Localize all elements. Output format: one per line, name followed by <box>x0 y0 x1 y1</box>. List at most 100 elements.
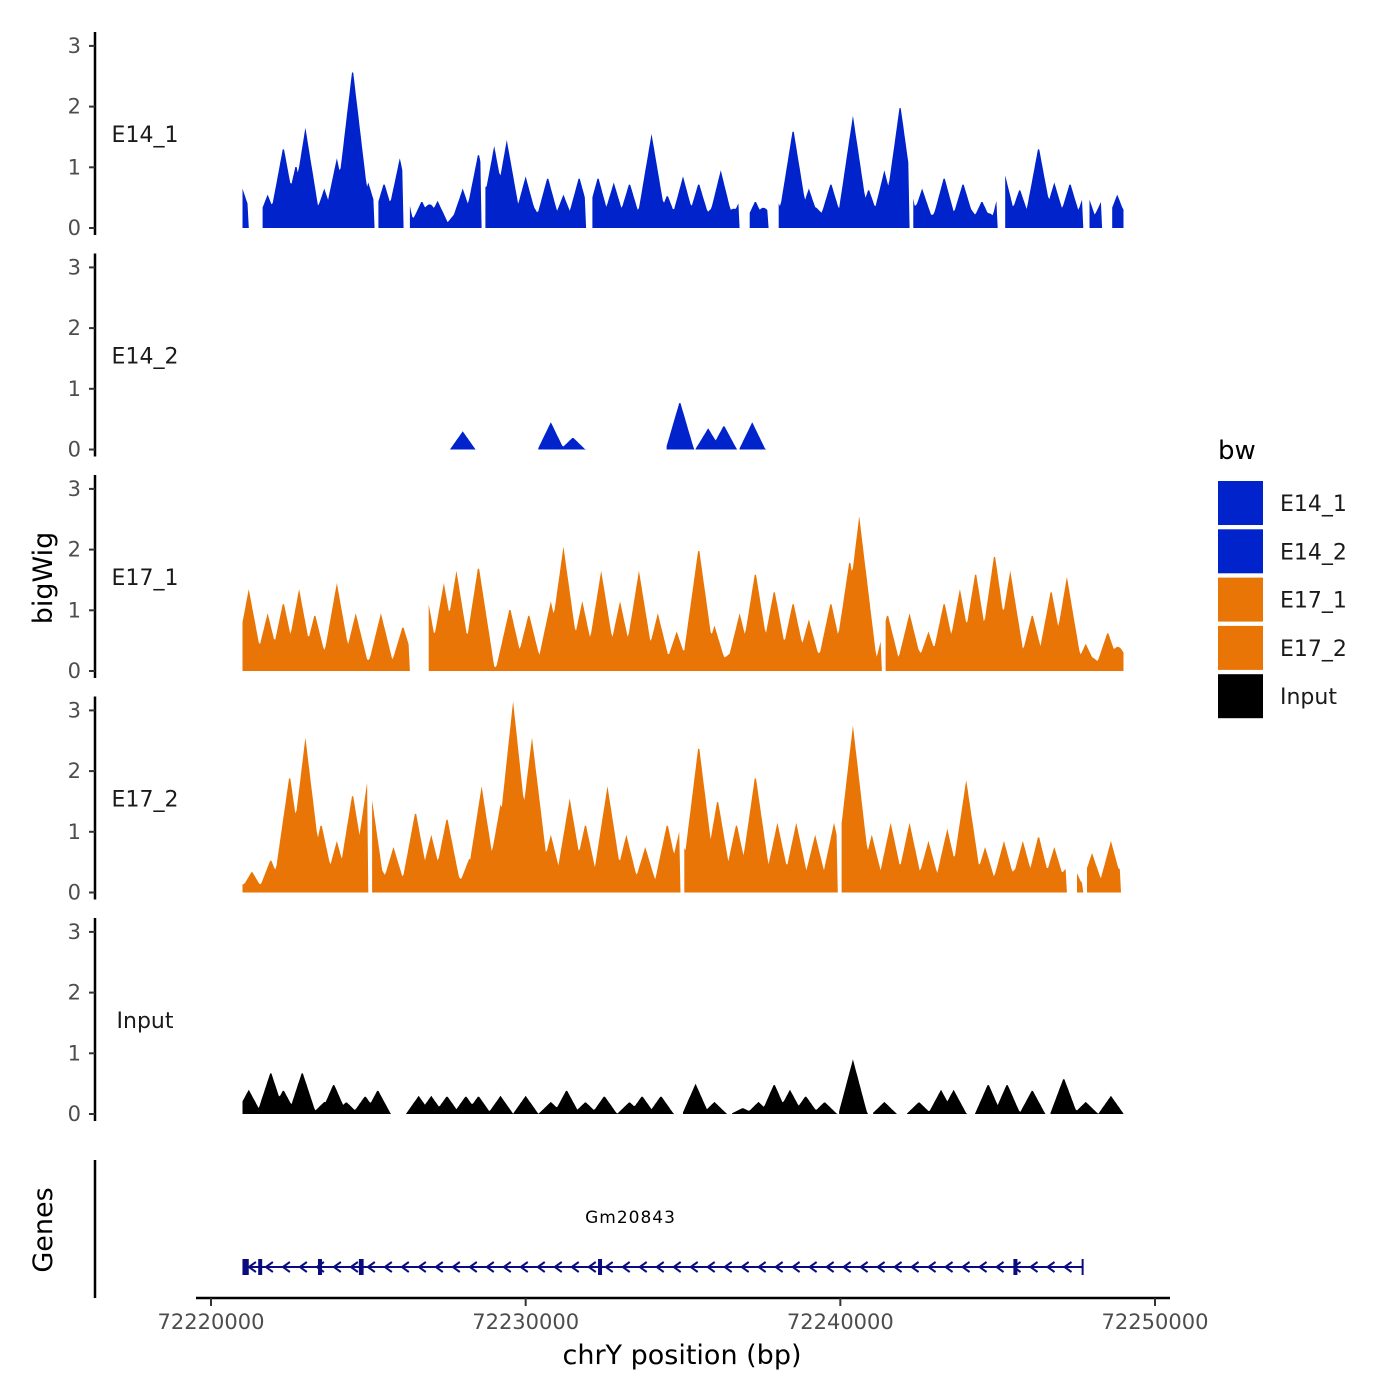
strand-arrow <box>451 1261 461 1273</box>
y-tick-label: 0 <box>68 1102 81 1126</box>
legend-swatch-e17-1 <box>1218 577 1263 622</box>
y-tick-label: 1 <box>68 377 81 401</box>
y-tick-label: 1 <box>68 1041 81 1065</box>
legend-label-input: Input <box>1280 685 1337 710</box>
y-tick-label: 1 <box>68 155 81 179</box>
legend-swatch-e14-1 <box>1218 481 1263 525</box>
y-tick-label: 2 <box>68 759 81 783</box>
strand-arrow <box>943 1261 954 1273</box>
track-e14-2: 0 1 2 3 E14_2 <box>68 253 767 462</box>
strand-arrow <box>587 1261 597 1273</box>
track-label: E14_1 <box>112 123 179 148</box>
strand-arrow <box>366 1261 376 1273</box>
x-tick-label: 72240000 <box>787 1310 894 1334</box>
gene-track: Gm20843 <box>93 1160 1084 1298</box>
y-tick-label: 2 <box>68 981 81 1005</box>
y-tick-label: 3 <box>68 255 81 279</box>
strand-arrow <box>434 1261 444 1273</box>
genes-axis-title: Genes <box>28 1187 59 1272</box>
legend-label-e14-1: E14_1 <box>1280 492 1347 517</box>
y-tick-label: 0 <box>68 216 81 240</box>
strand-arrow <box>739 1261 750 1273</box>
strand-arrow <box>383 1261 393 1273</box>
strand-arrow <box>773 1261 784 1273</box>
legend-label-e17-1: E17_1 <box>1280 589 1347 614</box>
x-axis-title: chrY position (bp) <box>562 1340 801 1371</box>
strand-arrow <box>281 1261 291 1273</box>
strand-arrow <box>570 1261 580 1273</box>
y-tick-label: 0 <box>68 881 81 905</box>
y-tick-label: 0 <box>68 659 81 683</box>
strand-arrow <box>604 1261 614 1273</box>
signal-area-e17-1 <box>242 516 1124 671</box>
track-e14-1: 0 1 2 3 E14_1 <box>68 32 1124 240</box>
legend: bw E14_1 E14_2 E17_1 E17_2 Input <box>1218 436 1347 719</box>
gene-exon <box>242 1259 249 1275</box>
y-tick-label: 2 <box>68 538 81 562</box>
strand-arrow <box>553 1261 563 1273</box>
gene-exon <box>258 1259 263 1275</box>
strand-arrow <box>332 1261 342 1273</box>
y-tick-label: 2 <box>68 316 81 340</box>
y-tick-label: 3 <box>68 34 81 58</box>
strand-arrow <box>468 1261 478 1273</box>
track-e17-2: 0 1 2 3 E17_2 <box>68 696 1121 905</box>
strand-arrow <box>977 1261 988 1273</box>
y-tick-label: 3 <box>68 698 81 722</box>
legend-swatch-e17-2 <box>1218 625 1263 670</box>
track-input: 0 1 2 3 Input <box>68 918 1124 1126</box>
strand-arrow <box>688 1261 699 1273</box>
legend-label-e14-2: E14_2 <box>1280 540 1347 565</box>
signal-area-e14-1 <box>242 72 1124 228</box>
gene-exon <box>598 1259 603 1275</box>
strand-arrow <box>892 1261 903 1273</box>
signal-area-e14-2 <box>450 403 767 450</box>
strand-arrow <box>1028 1261 1039 1273</box>
strand-arrow <box>671 1261 682 1273</box>
track-label: E17_2 <box>112 788 179 813</box>
y-axis-title: bigWig <box>28 532 59 625</box>
y-tick-label: 1 <box>68 598 81 622</box>
y-tick-label: 3 <box>68 477 81 501</box>
strand-arrow <box>349 1261 359 1273</box>
strand-arrow <box>417 1261 427 1273</box>
y-tick-label: 0 <box>68 438 81 462</box>
x-tick-label: 72220000 <box>158 1310 265 1334</box>
strand-arrow <box>909 1261 920 1273</box>
strand-arrow <box>298 1261 308 1273</box>
strand-arrow <box>722 1261 733 1273</box>
track-label: E14_2 <box>112 345 179 370</box>
strand-arrow <box>502 1261 512 1273</box>
y-tick-label: 1 <box>68 820 81 844</box>
strand-arrow <box>536 1261 546 1273</box>
signal-area-e17-2 <box>242 701 1121 893</box>
strand-arrow <box>841 1261 852 1273</box>
legend-label-e17-2: E17_2 <box>1280 637 1347 662</box>
legend-swatch-e14-2 <box>1218 529 1263 574</box>
strand-arrow <box>400 1261 410 1273</box>
x-tick-label: 72230000 <box>472 1310 579 1334</box>
strand-arrow <box>247 1261 257 1273</box>
signal-area-input <box>242 1059 1124 1114</box>
strand-arrow <box>807 1261 818 1273</box>
strand-arrow <box>485 1261 495 1273</box>
gene-exon <box>358 1259 364 1275</box>
strand-arrow <box>638 1261 648 1273</box>
strand-arrow <box>519 1261 529 1273</box>
strand-arrow <box>756 1261 767 1273</box>
x-tick-label: 72250000 <box>1102 1310 1209 1334</box>
strand-arrow <box>264 1261 274 1273</box>
strand-arrow <box>705 1261 716 1273</box>
legend-swatch-input <box>1218 674 1263 719</box>
strand-arrow <box>621 1261 631 1273</box>
gene-name-label: Gm20843 <box>585 1208 676 1228</box>
strand-arrow <box>994 1261 1005 1273</box>
track-e17-1: 0 1 2 3 E17_1 <box>68 475 1124 683</box>
track-label: E17_1 <box>112 566 179 591</box>
strand-arrow <box>926 1261 937 1273</box>
y-tick-label: 2 <box>68 95 81 119</box>
gene-exon <box>317 1259 322 1275</box>
y-tick-label: 3 <box>68 920 81 944</box>
strand-arrow <box>875 1261 886 1273</box>
gene-exon <box>1013 1259 1018 1275</box>
